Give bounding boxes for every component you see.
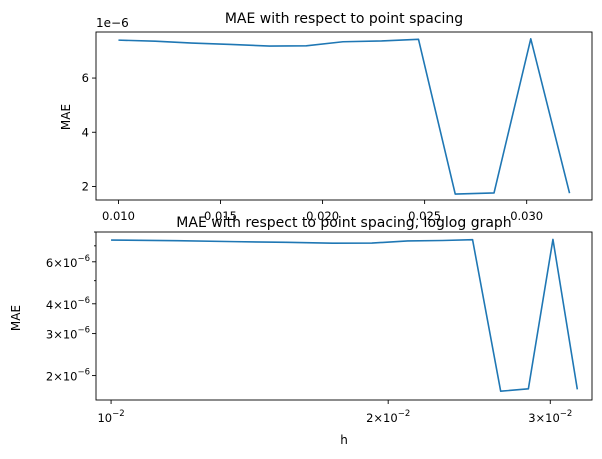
bottom-chart-frame	[95, 231, 593, 401]
bottom-y-tick-label: 2×10−6	[46, 368, 90, 384]
bottom-series-line	[111, 238, 579, 393]
top-chart: MAE with respect to point spacing 1e−6 M…	[59, 11, 593, 223]
top-y-tick-label: 4	[82, 125, 89, 139]
bottom-chart-title: MAE with respect to point spacing, loglo…	[176, 215, 511, 231]
top-x-tick-label: 0.020	[306, 209, 339, 223]
bottom-y-tick-label: 3×10−6	[46, 326, 90, 342]
bottom-chart-y-axis-label: MAE	[9, 305, 23, 331]
top-chart-plot-area: 0.010 0.015 0.020 0.025 0.030 2 4 6	[82, 37, 571, 223]
top-chart-y-axis-label: MAE	[59, 104, 73, 130]
bottom-y-tick-label: 4×10−6	[46, 296, 90, 312]
top-chart-frame	[95, 31, 593, 201]
bottom-chart-x-axis-label: h	[340, 433, 348, 447]
top-y-tick-label: 6	[82, 71, 89, 85]
bottom-chart-plot-area: 10−2 2×10−2 3×10−2 2×10−6 3×10−6 4×10−6 6×10−6	[46, 231, 579, 425]
bottom-chart: MAE with respect to point spacing, loglo…	[9, 215, 593, 447]
top-series-line	[118, 37, 571, 195]
top-x-tick-label: 0.010	[102, 209, 135, 223]
bottom-y-tick-label: 6×10−6	[46, 254, 90, 270]
top-chart-title: MAE with respect to point spacing	[225, 11, 463, 27]
bottom-x-tick-label: 2×10−2	[366, 409, 410, 425]
top-chart-offset-text: 1e−6	[96, 16, 129, 30]
bottom-x-tick-label: 3×10−2	[528, 409, 572, 425]
top-x-tick-label: 0.015	[204, 209, 237, 223]
top-y-tick-label: 2	[82, 179, 89, 193]
top-x-tick-label: 0.030	[510, 209, 543, 223]
top-x-tick-label: 0.025	[408, 209, 441, 223]
bottom-x-tick-label: 10−2	[97, 409, 124, 425]
